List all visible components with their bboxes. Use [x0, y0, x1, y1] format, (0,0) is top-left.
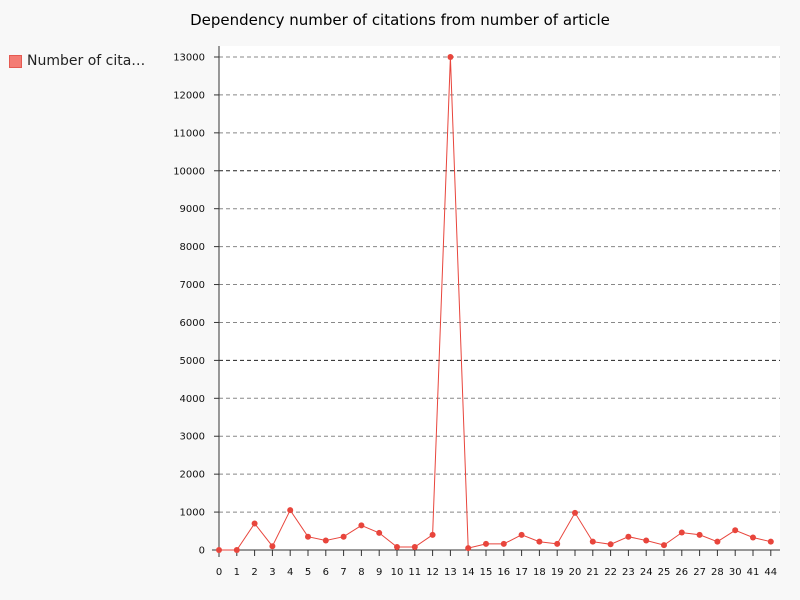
y-tick-label: 6000 — [180, 318, 205, 329]
x-tick-label: 18 — [533, 567, 546, 578]
y-tick-label: 13000 — [173, 53, 205, 64]
x-tick-label: 2 — [251, 567, 257, 578]
data-point[interactable] — [465, 545, 472, 552]
series-line — [219, 56, 771, 551]
data-point[interactable] — [305, 533, 311, 540]
y-tick-label: 4000 — [180, 394, 205, 405]
data-point[interactable] — [518, 531, 525, 538]
data-point[interactable] — [714, 538, 721, 545]
data-point[interactable] — [358, 522, 365, 529]
data-point[interactable] — [732, 527, 739, 534]
x-tick-label: 20 — [569, 567, 582, 578]
x-tick-label: 3 — [269, 567, 275, 578]
x-tick-label: 44 — [764, 567, 777, 578]
x-tick-label: 7 — [340, 567, 346, 578]
y-tick-label: 10000 — [173, 166, 205, 177]
data-point[interactable] — [340, 533, 347, 540]
x-tick-label: 11 — [408, 567, 421, 578]
x-tick-label: 15 — [480, 567, 493, 578]
y-tick-label: 8000 — [180, 242, 205, 253]
data-point[interactable] — [233, 547, 240, 553]
data-point[interactable] — [750, 534, 756, 541]
x-tick-label: 16 — [497, 567, 510, 578]
data-point[interactable] — [251, 520, 258, 527]
y-tick-labels: 0 1000 2000 3000 4000 5000 6000 7000 8000 9000 100… — [173, 53, 219, 557]
x-tick-label: 10 — [391, 567, 404, 578]
x-tick-label: 6 — [323, 567, 329, 578]
data-point[interactable] — [767, 538, 774, 545]
legend-label: Number of cita… — [27, 53, 146, 69]
x-tick-label: 0 — [216, 567, 222, 578]
x-tick-label: 12 — [426, 567, 439, 578]
y-tick-label: 2000 — [180, 470, 205, 481]
plot-area — [219, 46, 780, 550]
x-tick-label: 41 — [747, 567, 760, 578]
y-tick-label: 5000 — [180, 356, 205, 367]
data-point[interactable] — [607, 541, 614, 548]
legend-swatch — [9, 54, 22, 68]
y-tick-label: 3000 — [180, 432, 205, 443]
data-point[interactable] — [429, 531, 436, 538]
data-point[interactable] — [643, 537, 650, 544]
data-point[interactable] — [411, 543, 418, 550]
x-tick-label: 26 — [675, 567, 688, 578]
y-tick-label: 0 — [199, 546, 205, 557]
x-tick-label: 5 — [305, 567, 311, 578]
x-tick-label: 28 — [711, 567, 724, 578]
x-tick-labels: 0 1 2 3 4 5 6 7 8 9 10 11 12 13 14 15 16 17 18 19 20 21 22 23 24… — [216, 550, 777, 578]
data-point[interactable] — [216, 547, 222, 553]
legend[interactable]: Number of cita… — [9, 53, 145, 69]
y-tick-label: 1000 — [180, 508, 205, 519]
x-tick-label: 23 — [622, 567, 635, 578]
chart-title: Dependency number of citations from numb… — [190, 11, 610, 29]
x-tick-label: 27 — [693, 567, 706, 578]
data-point[interactable] — [589, 538, 596, 545]
data-point[interactable] — [678, 529, 685, 536]
data-points — [216, 54, 774, 553]
x-tick-label: 21 — [586, 567, 599, 578]
y-tick-label: 9000 — [180, 204, 205, 215]
data-point[interactable] — [625, 533, 632, 540]
data-point[interactable] — [287, 507, 294, 514]
data-point[interactable] — [322, 537, 329, 544]
data-point[interactable] — [394, 543, 400, 550]
x-tick-label: 9 — [376, 567, 382, 578]
x-tick-label: 22 — [604, 567, 617, 578]
x-tick-label: 30 — [729, 567, 742, 578]
x-tick-label: 4 — [287, 567, 293, 578]
data-point[interactable] — [500, 540, 507, 547]
data-point[interactable] — [572, 509, 578, 516]
y-tick-label: 12000 — [173, 90, 205, 101]
x-tick-label: 1 — [234, 567, 240, 578]
x-tick-label: 14 — [462, 567, 475, 578]
grid-lines — [219, 56, 780, 513]
data-point[interactable] — [661, 542, 667, 549]
x-tick-label: 19 — [551, 567, 564, 578]
data-point[interactable] — [536, 538, 543, 545]
x-tick-label: 17 — [515, 567, 528, 578]
x-tick-label: 8 — [358, 567, 364, 578]
data-point[interactable] — [376, 529, 383, 536]
data-point[interactable] — [554, 540, 561, 547]
x-tick-label: 24 — [640, 567, 653, 578]
data-point[interactable] — [447, 54, 454, 60]
data-point[interactable] — [483, 540, 489, 547]
y-tick-label: 7000 — [180, 280, 205, 291]
data-point[interactable] — [269, 543, 276, 550]
x-tick-label: 25 — [658, 567, 671, 578]
data-point[interactable] — [696, 531, 703, 538]
x-tick-label: 13 — [444, 567, 457, 578]
y-tick-label: 11000 — [173, 128, 205, 139]
